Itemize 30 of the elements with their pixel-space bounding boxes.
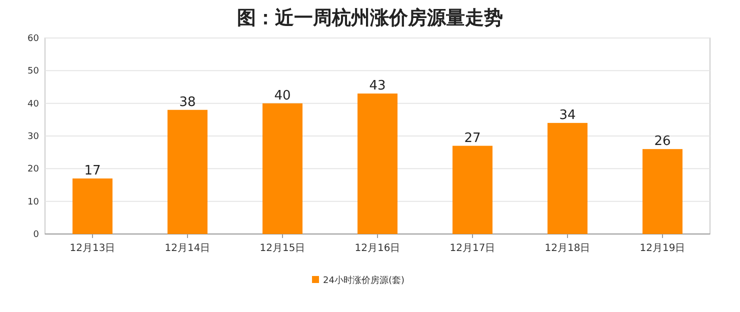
data-label: 34 bbox=[559, 108, 576, 123]
y-tick-label: 40 bbox=[28, 99, 40, 110]
x-tick-label: 12月13日 bbox=[70, 243, 116, 254]
data-label: 27 bbox=[464, 130, 481, 146]
y-tick-label: 30 bbox=[28, 132, 40, 142]
data-label: 38 bbox=[179, 94, 196, 110]
chart-title: 图：近一周杭州涨价房源量走势 bbox=[237, 7, 503, 29]
bar bbox=[548, 122, 588, 234]
y-tick-label: 10 bbox=[28, 197, 40, 208]
x-tick-label: 12月15日 bbox=[260, 243, 306, 254]
y-tick-label: 20 bbox=[28, 164, 40, 175]
bar bbox=[262, 103, 302, 234]
data-label: 26 bbox=[654, 134, 671, 150]
x-tick-label: 12月14日 bbox=[164, 243, 210, 254]
x-tick-label: 12月18日 bbox=[544, 243, 590, 254]
y-tick-label: 60 bbox=[28, 34, 40, 44]
y-tick-label: 0 bbox=[33, 230, 40, 240]
x-tick-label: 12月17日 bbox=[450, 243, 496, 254]
x-tick-label: 12月16日 bbox=[354, 243, 400, 254]
legend-label: 24小时涨价房源(套) bbox=[323, 275, 404, 286]
bar bbox=[72, 178, 112, 234]
bar bbox=[642, 149, 682, 234]
bar bbox=[358, 94, 398, 234]
x-tick-label: 12月19日 bbox=[640, 243, 686, 254]
data-label: 17 bbox=[84, 163, 101, 178]
data-label: 43 bbox=[369, 78, 386, 94]
data-label: 40 bbox=[274, 88, 291, 104]
bar bbox=[452, 146, 492, 234]
y-tick-label: 50 bbox=[28, 66, 40, 77]
bar bbox=[168, 110, 208, 234]
